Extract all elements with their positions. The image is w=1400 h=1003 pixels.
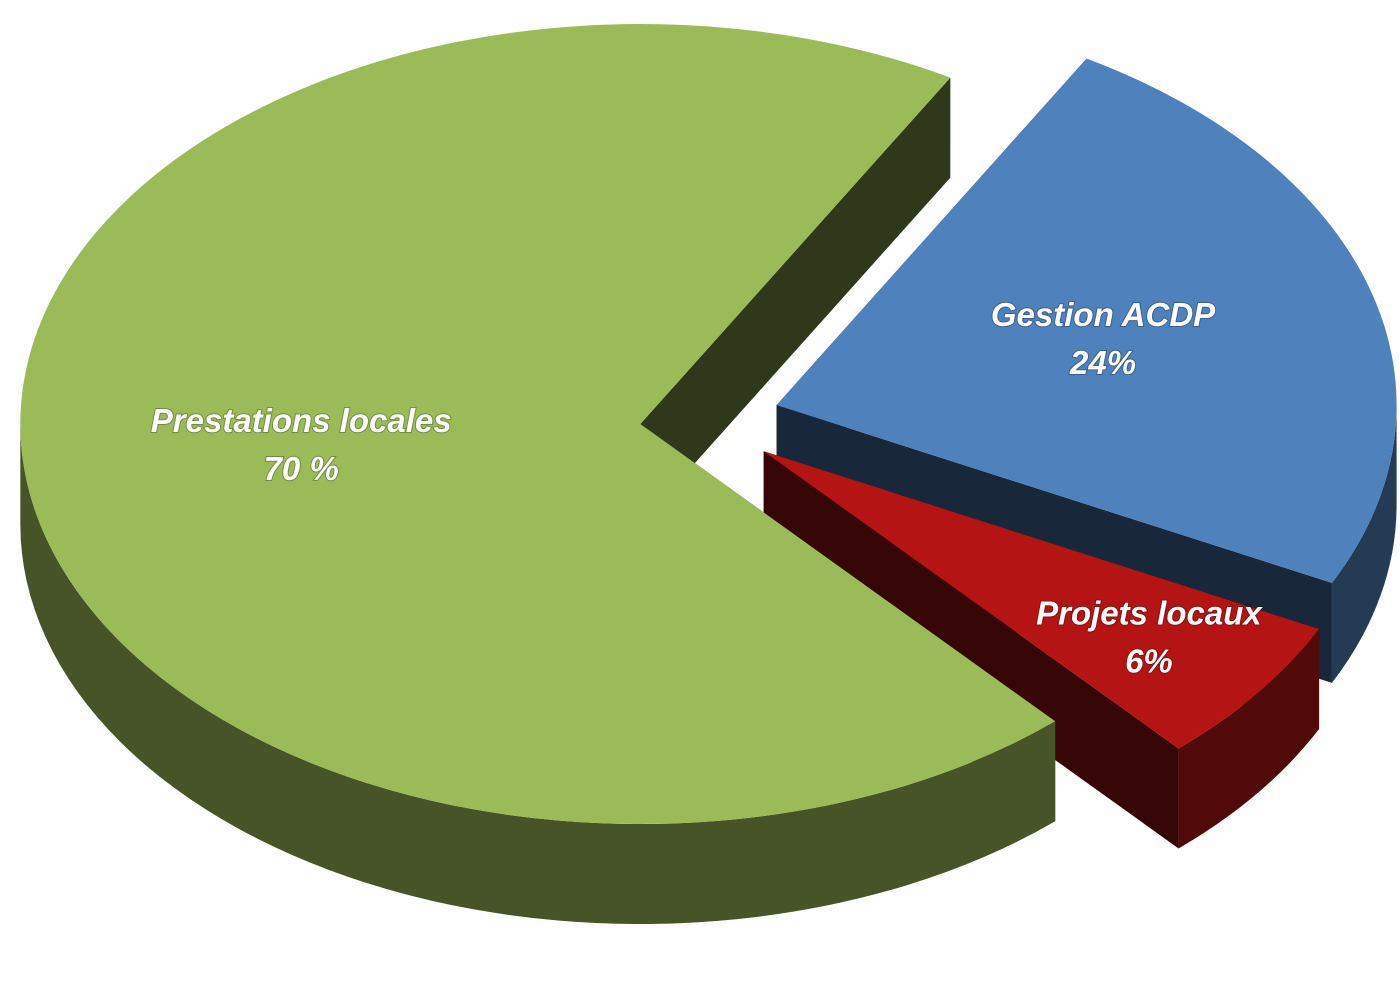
slice-side — [1331, 405, 1397, 683]
slice-label: Gestion ACDP — [991, 296, 1216, 333]
slice — [776, 58, 1397, 583]
value-label: 70 % — [264, 450, 339, 487]
value-label: 24% — [1069, 344, 1136, 381]
value-label: 6% — [1125, 643, 1173, 680]
slice — [763, 451, 1320, 749]
slice-side — [20, 424, 1056, 925]
slice-label: Projets locaux — [1036, 595, 1263, 632]
slice-side — [763, 451, 1179, 849]
slice — [20, 24, 1056, 925]
slice-side — [640, 77, 951, 525]
slice — [20, 24, 1056, 825]
slice-side — [1178, 629, 1320, 849]
slice-label: Prestations locales — [151, 402, 452, 439]
slice — [763, 451, 1320, 849]
